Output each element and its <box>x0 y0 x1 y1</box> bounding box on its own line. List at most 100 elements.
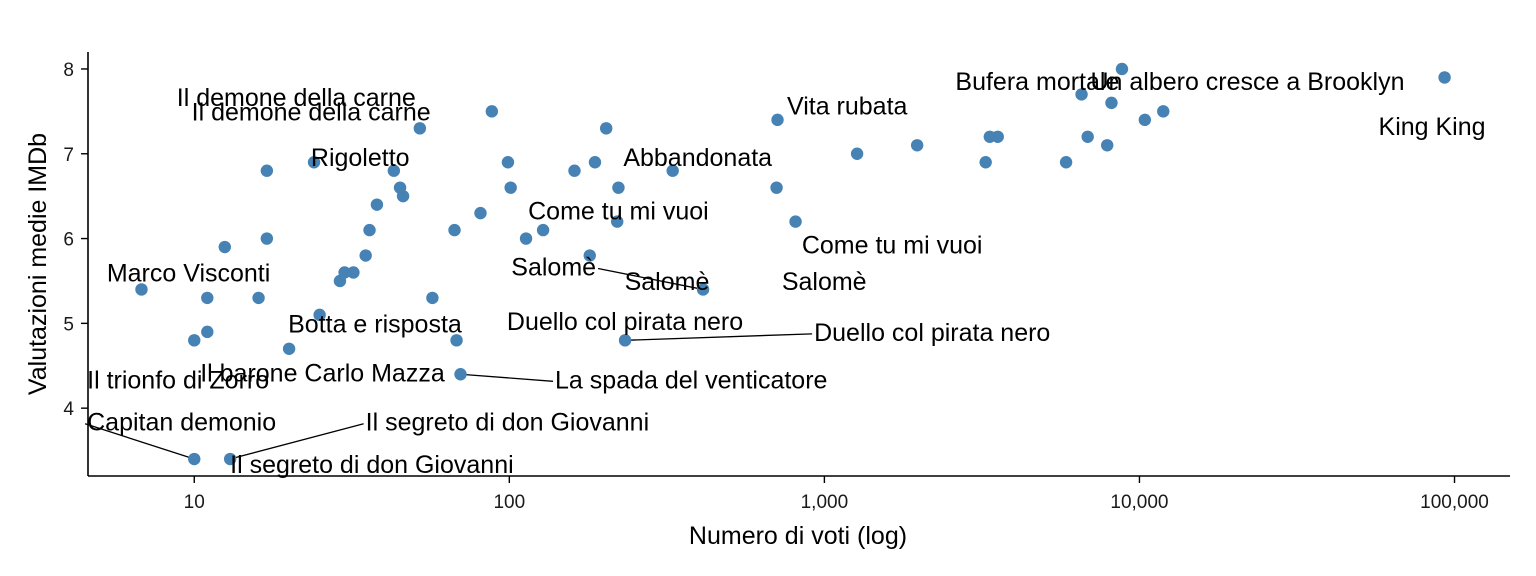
data-point <box>618 334 632 347</box>
data-point <box>588 156 602 169</box>
point-annotation: Come tu mi vuoi <box>802 231 983 259</box>
annotation-leader-line <box>460 373 554 382</box>
data-point <box>1075 88 1088 101</box>
data-point <box>485 105 499 118</box>
data-point <box>454 368 467 381</box>
data-points <box>135 62 1451 466</box>
data-point <box>413 122 427 135</box>
data-point <box>666 164 679 177</box>
point-annotation: Vita rubata <box>787 92 908 120</box>
data-point <box>1059 156 1073 169</box>
data-point <box>612 181 625 194</box>
data-point <box>188 452 201 466</box>
data-point <box>1138 113 1152 127</box>
x-tick-label: 100 <box>493 492 525 513</box>
annotation-leader-lines <box>84 267 813 460</box>
data-point <box>313 308 326 322</box>
data-point <box>611 215 624 228</box>
annotation-leader-line <box>597 267 704 291</box>
data-point <box>519 232 533 245</box>
point-annotation: Il segreto di don Giovanni <box>230 451 514 479</box>
data-point <box>850 147 864 160</box>
point-annotation: Marco Visconti <box>107 259 271 287</box>
data-point <box>696 283 710 296</box>
x-tick-label: 100,000 <box>1420 492 1489 513</box>
data-point <box>396 189 410 203</box>
data-point <box>568 164 581 177</box>
data-point <box>426 291 439 305</box>
point-annotation: Come tu mi vuoi <box>528 198 709 226</box>
data-point <box>770 181 783 194</box>
data-point <box>260 164 274 177</box>
data-point <box>135 283 148 296</box>
data-point <box>338 266 351 279</box>
data-point <box>223 452 237 466</box>
x-tick-label: 1,000 <box>801 492 849 513</box>
point-annotation: Salomè <box>625 268 710 296</box>
point-annotation: Salomè <box>782 268 867 296</box>
data-point <box>218 240 231 254</box>
point-annotation: Abbandonata <box>623 144 772 172</box>
y-tick-label: 8 <box>63 60 74 81</box>
data-point <box>307 156 321 169</box>
data-point <box>282 342 296 355</box>
data-point <box>600 122 613 135</box>
data-point <box>201 291 214 305</box>
point-annotation: King King <box>1379 113 1486 141</box>
x-tick-label: 10 <box>184 492 205 513</box>
data-point <box>363 223 376 237</box>
y-tick-label: 4 <box>63 399 74 420</box>
point-annotation: Il demone della carne <box>192 98 431 126</box>
point-annotation: Il demone della carne <box>177 84 416 112</box>
point-annotation: Bufera mortale <box>955 68 1119 96</box>
data-point <box>1438 71 1451 84</box>
point-annotation: Il segreto di don Giovanni <box>366 409 650 437</box>
data-point <box>910 139 924 152</box>
x-axis-title: Numero di voti (log) <box>689 522 907 550</box>
point-annotation: Il trionfo di Zorro <box>87 366 269 394</box>
y-tick-label: 5 <box>63 314 74 335</box>
x-tick-label: 10,000 <box>1110 492 1168 513</box>
x-axis-ticks: 10 100 1,000 10,000 100,000 <box>184 476 1489 513</box>
data-point <box>359 249 372 262</box>
data-point <box>1115 62 1129 76</box>
data-point <box>789 215 802 228</box>
data-point <box>260 232 274 245</box>
point-annotation: Rigoletto <box>311 144 410 172</box>
data-point <box>991 130 1004 143</box>
data-point <box>771 113 784 127</box>
data-point <box>979 156 992 169</box>
annotation-leader-line <box>229 423 364 460</box>
data-point <box>252 291 265 305</box>
data-point <box>1100 139 1114 152</box>
point-annotation: Capitan demonio <box>87 409 276 437</box>
data-point <box>1081 130 1094 143</box>
point-annotation: Botta e risposta <box>288 310 462 338</box>
data-point <box>450 334 463 347</box>
data-point <box>188 334 201 347</box>
data-point <box>504 181 517 194</box>
point-annotation: La spada del venticatore <box>555 366 827 394</box>
data-point <box>536 223 550 237</box>
y-tick-label: 7 <box>63 145 74 166</box>
annotation-leader-line <box>625 333 813 341</box>
data-point <box>201 325 214 339</box>
point-annotation: Un albero cresce a Brooklyn <box>1090 68 1404 96</box>
data-point <box>474 206 487 220</box>
annotation-leader-line <box>84 423 195 460</box>
data-point <box>1105 96 1118 110</box>
point-annotation: Salomè <box>511 254 596 282</box>
data-point <box>387 164 401 177</box>
data-point <box>583 249 596 262</box>
data-point <box>370 198 384 211</box>
data-point <box>347 266 360 279</box>
y-axis-ticks: 4 5 6 7 8 <box>63 60 88 420</box>
y-tick-label: 6 <box>63 230 74 251</box>
data-point <box>501 156 515 169</box>
y-axis-title: Valutazioni medie IMDb <box>24 133 52 395</box>
data-point <box>1157 105 1170 118</box>
point-annotation: Duello col pirata nero <box>507 308 743 336</box>
point-annotation: Duello col pirata nero <box>814 319 1050 347</box>
